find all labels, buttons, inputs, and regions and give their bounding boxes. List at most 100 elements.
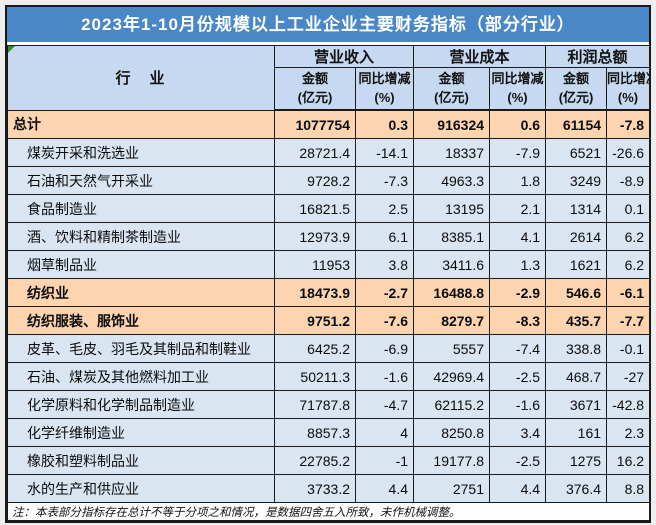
group-header-profit: 利润总额 bbox=[545, 45, 651, 68]
value-cell: 1275 bbox=[545, 446, 608, 475]
value-cell: 0.1 bbox=[606, 194, 651, 223]
footnote-text: 注：本表部分指标存在总计不等于分项之和情况，是数据四舍五入所致，未作机械调整。 bbox=[6, 502, 651, 521]
value-cell: 8857.3 bbox=[274, 418, 356, 447]
value-cell: 19177.8 bbox=[413, 446, 491, 475]
value-cell: -8.3 bbox=[489, 306, 547, 335]
subheader-revenue-yoy: 同比增减 (%) bbox=[354, 67, 415, 111]
value-cell: -2.5 bbox=[489, 446, 547, 475]
subheader-line: (%) bbox=[507, 89, 528, 105]
value-cell: 0.6 bbox=[489, 109, 547, 139]
industry-cell: 纺织服装、服饰业 bbox=[7, 306, 275, 335]
value-cell: 2.3 bbox=[606, 418, 651, 447]
value-cell: 8250.8 bbox=[413, 418, 491, 447]
subheader-cost-amount: 金额 (亿元) bbox=[413, 67, 491, 111]
table-header: 行 业 营业收入 营业成本 利润总额 金额 (亿元) 同比增减 (%) bbox=[7, 45, 651, 111]
value-cell: -27 bbox=[606, 362, 651, 391]
table-title: 2023年1-10月份规模以上工业企业主要财务指标（部分行业） bbox=[7, 7, 649, 42]
value-cell: 8385.1 bbox=[413, 222, 491, 251]
header-sub-row: 金额 (亿元) 同比增减 (%) 金额 (亿元) 同比增减 (%) bbox=[8, 67, 651, 111]
table-row: 纺织服装、服饰业 9751.2 -7.6 8279.7 -8.3 435.7 -7.7 bbox=[7, 306, 651, 335]
subheader-line: (亿元) bbox=[434, 89, 469, 105]
value-cell: -2.5 bbox=[489, 362, 547, 391]
table-row: 总计 1077754 0.3 916324 0.6 61154 -7.8 bbox=[7, 109, 651, 139]
industry-header-label: 行 业 bbox=[115, 70, 167, 88]
value-cell: 3411.6 bbox=[413, 250, 491, 279]
value-cell: 3.8 bbox=[354, 250, 415, 279]
industry-cell: 煤炭开采和洗选业 bbox=[7, 138, 275, 167]
value-cell: 2751 bbox=[413, 474, 491, 503]
subheader-line: (亿元) bbox=[297, 89, 333, 105]
value-cell: -4.7 bbox=[354, 390, 415, 419]
value-cell: -6.9 bbox=[354, 334, 415, 363]
value-cell: -7.8 bbox=[606, 109, 651, 139]
value-cell: 61154 bbox=[545, 109, 608, 139]
value-cell: 50211.3 bbox=[274, 362, 356, 391]
value-cell: 16.2 bbox=[606, 446, 651, 475]
table-footer: 注：本表部分指标存在总计不等于分项之和情况，是数据四舍五入所致，未作机械调整。 bbox=[6, 502, 651, 521]
value-cell: 435.7 bbox=[545, 306, 608, 335]
industry-cell: 食品制造业 bbox=[7, 194, 275, 223]
value-cell: 71787.8 bbox=[274, 390, 356, 419]
value-cell: 2.5 bbox=[354, 194, 415, 223]
table-row: 酒、饮料和精制茶制造业 12973.9 6.1 8385.1 4.1 2614 6.2 bbox=[7, 222, 651, 251]
value-cell: 2.1 bbox=[489, 194, 547, 223]
value-cell: 62115.2 bbox=[413, 390, 491, 419]
value-cell: 6.2 bbox=[606, 250, 651, 279]
value-cell: -7.7 bbox=[606, 306, 651, 335]
value-cell: -14.1 bbox=[354, 138, 415, 167]
footnote-row: 注：本表部分指标存在总计不等于分项之和情况，是数据四舍五入所致，未作机械调整。 bbox=[6, 502, 651, 521]
value-cell: -7.3 bbox=[354, 166, 415, 195]
value-cell: 4.4 bbox=[489, 474, 547, 503]
table-row: 石油、煤炭及其他燃料加工业 50211.3 -1.6 42969.4 -2.5 468.7… bbox=[7, 362, 651, 391]
value-cell: -26.6 bbox=[606, 138, 651, 167]
value-cell: 6.1 bbox=[354, 222, 415, 251]
table-row: 烟草制品业 11953 3.8 3411.6 1.3 1621 6.2 bbox=[7, 250, 651, 279]
value-cell: 13195 bbox=[413, 194, 491, 223]
subheader-line: 同比增减 bbox=[358, 70, 411, 86]
value-cell: 161 bbox=[545, 418, 608, 447]
value-cell: 9728.2 bbox=[274, 166, 356, 195]
industry-cell: 纺织业 bbox=[7, 278, 275, 307]
value-cell: 6425.2 bbox=[274, 334, 356, 363]
value-cell: 4.1 bbox=[489, 222, 547, 251]
value-cell: -7.4 bbox=[489, 334, 547, 363]
subheader-profit-yoy: 同比增减 (%) bbox=[606, 67, 651, 111]
industry-cell: 烟草制品业 bbox=[7, 250, 275, 279]
value-cell: 2614 bbox=[545, 222, 608, 251]
industry-cell: 皮革、毛皮、羽毛及其制品和制鞋业 bbox=[7, 334, 275, 363]
value-cell: 468.7 bbox=[545, 362, 608, 391]
value-cell: 3249 bbox=[545, 166, 608, 195]
value-cell: 9751.2 bbox=[274, 306, 356, 335]
value-cell: 42969.4 bbox=[413, 362, 491, 391]
value-cell: -7.9 bbox=[489, 138, 547, 167]
subheader-line: 同比增减 bbox=[607, 70, 649, 86]
value-cell: -0.1 bbox=[606, 334, 651, 363]
value-cell: 5557 bbox=[413, 334, 491, 363]
table-body: 总计 1077754 0.3 916324 0.6 61154 -7.8 煤炭开采和洗选业 28… bbox=[7, 109, 651, 503]
value-cell: 12973.9 bbox=[274, 222, 356, 251]
subheader-line: 金额 bbox=[438, 70, 465, 86]
value-cell: 376.4 bbox=[545, 474, 608, 503]
value-cell: -6.1 bbox=[606, 278, 651, 307]
cell-corner-marker-icon bbox=[8, 46, 15, 53]
industry-cell: 水的生产和供应业 bbox=[7, 474, 275, 503]
value-cell: 4963.3 bbox=[413, 166, 491, 195]
value-cell: 4.4 bbox=[354, 474, 415, 503]
value-cell: 11953 bbox=[274, 250, 356, 279]
industry-cell: 总计 bbox=[7, 109, 275, 139]
subheader-revenue-amount: 金额 (亿元) bbox=[274, 67, 356, 111]
industry-cell: 化学原料和化学制品制造业 bbox=[7, 390, 275, 419]
industry-cell: 石油和天然气开采业 bbox=[7, 166, 275, 195]
value-cell: -1.6 bbox=[354, 362, 415, 391]
subheader-cost-yoy: 同比增减 (%) bbox=[489, 67, 547, 111]
table-row: 皮革、毛皮、羽毛及其制品和制鞋业 6425.2 -6.9 5557 -7.4 338.8-… bbox=[7, 334, 651, 363]
table-frame: 2023年1-10月份规模以上工业企业主要财务指标（部分行业） 行 业 营业收入 bbox=[5, 5, 651, 523]
subheader-line: 金额 bbox=[301, 70, 328, 86]
value-cell: -42.8 bbox=[606, 390, 651, 419]
table-row: 煤炭开采和洗选业 28721.4 -14.1 18337 -7.9 6521 -26.6 bbox=[7, 138, 651, 167]
value-cell: 338.8 bbox=[545, 334, 608, 363]
value-cell: 28721.4 bbox=[274, 138, 356, 167]
value-cell: 16488.8 bbox=[413, 278, 491, 307]
value-cell: 916324 bbox=[413, 109, 491, 139]
value-cell: 6.2 bbox=[606, 222, 651, 251]
